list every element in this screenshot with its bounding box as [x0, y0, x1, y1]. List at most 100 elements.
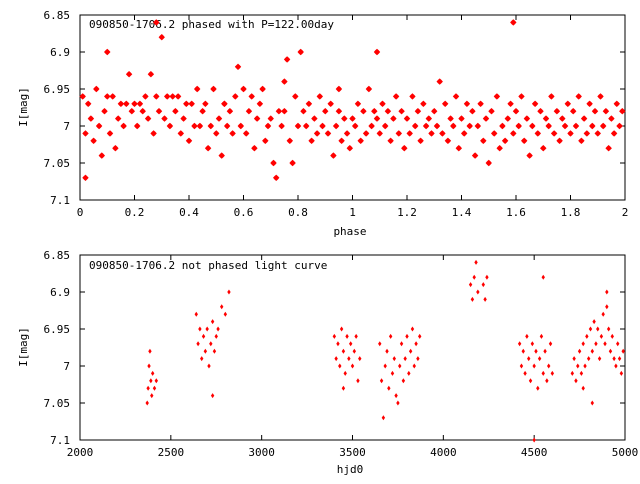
phased-data-point — [289, 159, 296, 167]
unphased-data-point — [532, 437, 536, 443]
unphased-data-point — [585, 333, 589, 339]
unphased-data-point — [472, 274, 476, 280]
phased-data-point — [147, 71, 155, 78]
unphased-x-tick-label: 4500 — [521, 446, 548, 459]
phased-data-point — [185, 137, 193, 144]
phased-data-point — [469, 108, 476, 115]
phased-data-point — [471, 152, 479, 159]
unphased-panel: 090850-1706.2 not phased light curve hjd… — [17, 249, 638, 476]
unphased-data-point — [407, 370, 411, 376]
unphased-data-point — [617, 356, 622, 362]
unphased-data-point — [152, 385, 157, 391]
phased-data-point — [550, 130, 558, 137]
phased-data-point — [136, 100, 144, 107]
phased-x-tick-label: 0.6 — [234, 206, 254, 219]
phased-data-point — [395, 130, 402, 137]
phased-y-tick-label: 6.9 — [50, 46, 70, 59]
phased-x-tick-label: 1.4 — [452, 206, 472, 219]
phased-data-point — [308, 137, 315, 144]
unphased-data-point — [523, 370, 527, 376]
phased-data-point — [431, 108, 438, 115]
phased-y-tick-label: 7 — [63, 120, 70, 133]
phased-x-tick-label: 1.6 — [506, 206, 526, 219]
unphased-data-point — [570, 370, 575, 376]
phased-data-point — [303, 122, 310, 130]
phased-data-point — [482, 115, 490, 122]
phased-data-point — [559, 115, 566, 122]
unphased-data-point — [352, 348, 357, 354]
unphased-data-point — [405, 333, 409, 339]
phased-data-point — [237, 122, 244, 130]
unphased-data-point — [210, 319, 215, 325]
phased-data-point — [376, 130, 383, 137]
phased-data-point — [608, 115, 615, 122]
phased-data-point — [463, 100, 471, 107]
phased-data-point — [417, 137, 424, 144]
phased-data-point — [106, 130, 114, 137]
phased-data-point — [153, 19, 160, 26]
unphased-axis-ticks: 2000 2500 3000 3500 4000 4500 5000 6.85 6.9 6.95 7… — [44, 249, 639, 459]
phased-data-point — [155, 108, 163, 115]
phased-data-point — [207, 122, 214, 130]
unphased-data-point — [207, 363, 211, 369]
phased-data-point — [504, 115, 511, 122]
phased-data-point — [488, 108, 495, 115]
phased-data-point — [343, 130, 351, 137]
unphased-y-tick-label: 6.95 — [44, 323, 71, 336]
unphased-data-point — [541, 370, 545, 376]
phased-data-point — [177, 130, 184, 137]
phased-data-point — [335, 108, 343, 115]
phased-data-point — [104, 48, 111, 56]
phased-y-axis-label: I[mag] — [17, 87, 30, 127]
unphased-data-point — [517, 341, 522, 347]
unphased-data-point — [418, 333, 422, 339]
phased-data-point — [365, 85, 373, 93]
unphased-data-point — [216, 326, 220, 332]
phased-data-point — [120, 122, 127, 130]
phased-data-point — [98, 152, 105, 159]
phased-data-point — [499, 122, 506, 130]
unphased-data-point — [210, 393, 215, 399]
unphased-data-point — [525, 333, 529, 339]
phased-data-point — [512, 108, 520, 115]
phased-data-point — [422, 122, 430, 130]
unphased-data-point — [334, 356, 338, 362]
unphased-data-point — [209, 341, 213, 347]
phased-data-point — [534, 130, 541, 137]
phased-data-point — [202, 100, 209, 107]
unphased-data-point — [403, 356, 407, 362]
unphased-data-point — [608, 348, 613, 354]
phased-data-point — [264, 122, 272, 130]
unphased-data-point — [519, 363, 524, 369]
unphased-data-point — [354, 333, 358, 339]
phased-y-tick-label: 6.95 — [44, 83, 71, 96]
unphased-data-point — [603, 341, 607, 347]
phased-data-point — [444, 137, 452, 144]
phased-data-point — [153, 93, 160, 100]
phased-x-tick-label: 2 — [622, 206, 629, 219]
phased-data-point — [139, 108, 146, 115]
phased-data-point — [586, 100, 593, 107]
phased-data-point — [382, 122, 389, 130]
phased-data-point — [362, 130, 370, 137]
unphased-data-point — [581, 341, 585, 347]
phased-data-point — [461, 130, 468, 137]
phased-data-point — [580, 115, 588, 122]
phased-data-point — [218, 152, 225, 159]
phased-x-tick-label: 0 — [77, 206, 84, 219]
phased-data-point — [564, 100, 571, 107]
phased-data-point — [90, 137, 97, 144]
phased-data-point — [352, 122, 359, 130]
phased-data-point — [523, 115, 531, 122]
phased-data-point — [253, 115, 261, 122]
unphased-data-point — [594, 341, 598, 347]
phased-data-point — [194, 85, 201, 93]
unphased-data-point — [610, 333, 614, 339]
phased-y-tick-label: 7.1 — [50, 194, 70, 207]
phased-data-point — [529, 122, 536, 130]
phased-data-point — [229, 130, 236, 137]
phased-data-point — [305, 100, 313, 107]
unphased-data-point — [605, 289, 609, 295]
phased-data-point — [251, 145, 258, 152]
phased-data-point — [474, 122, 481, 130]
